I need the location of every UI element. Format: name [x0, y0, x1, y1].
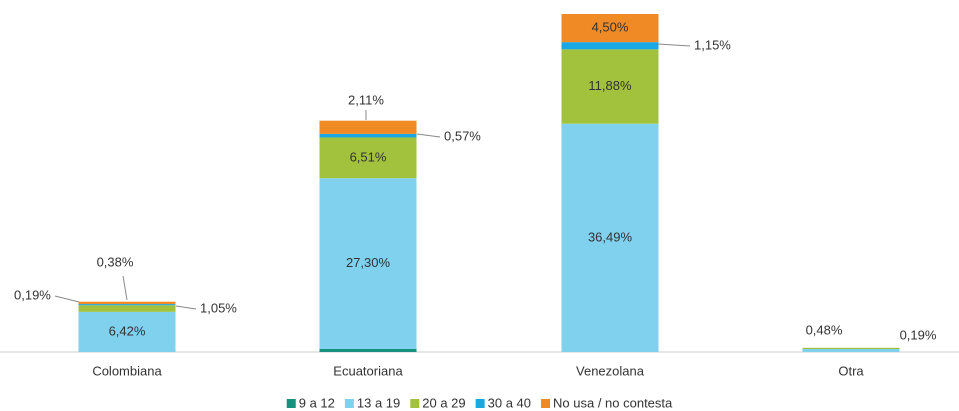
- value-label: 0,48%: [806, 322, 843, 337]
- legend-label: 30 a 40: [488, 395, 531, 410]
- value-label: 4,50%: [592, 20, 629, 35]
- x-tick-label: Ecuatoriana: [333, 363, 403, 378]
- value-label: 6,42%: [109, 323, 146, 338]
- value-label: 0,19%: [900, 327, 937, 342]
- value-label: 0,19%: [14, 287, 51, 302]
- x-tick-label: Venezolana: [576, 363, 645, 378]
- bar-segment: [802, 347, 900, 349]
- leader-line: [175, 305, 197, 310]
- legend-label: 20 a 29: [422, 395, 465, 410]
- value-label: 36,49%: [588, 229, 633, 244]
- leader-line: [657, 43, 691, 47]
- leader-line: [54, 295, 80, 303]
- value-label: 1,05%: [200, 300, 237, 315]
- bar-segment: [319, 120, 417, 134]
- value-label: 11,88%: [588, 78, 632, 93]
- value-label: 27,30%: [346, 255, 391, 270]
- legend-swatch: [410, 399, 420, 408]
- bar-segment: [319, 178, 417, 349]
- legend-swatch: [286, 399, 296, 408]
- legend-label: 13 a 19: [357, 395, 400, 410]
- legend-label: 9 a 12: [299, 395, 335, 410]
- bar-segment: [78, 301, 176, 305]
- bar-segment: [319, 137, 417, 179]
- value-label: 6,51%: [350, 149, 387, 164]
- value-label: 2,11%: [348, 92, 384, 107]
- leader-line: [416, 133, 441, 138]
- legend-swatch: [344, 399, 354, 408]
- legend-label: No usa / no contesta: [553, 395, 673, 410]
- value-label: 0,57%: [444, 128, 481, 143]
- legend-swatch: [475, 399, 485, 408]
- value-label: 1,15%: [694, 37, 731, 52]
- bar-segment: [78, 304, 176, 306]
- bar-segment: [802, 348, 900, 352]
- bar-segment: [561, 14, 659, 43]
- bar-segment: [561, 42, 659, 50]
- x-tick-label: Colombiana: [92, 363, 162, 378]
- bar-segment: [561, 123, 659, 352]
- legend-swatch: [541, 399, 551, 408]
- bar-segment: [319, 133, 417, 138]
- bar-segment: [78, 311, 176, 352]
- x-tick-label: Otra: [838, 363, 864, 378]
- bar-segment: [78, 305, 176, 312]
- bar-segment: [561, 49, 659, 124]
- value-label: 0,38%: [97, 254, 134, 269]
- bar-segment: [319, 348, 417, 352]
- leader-line: [122, 275, 128, 301]
